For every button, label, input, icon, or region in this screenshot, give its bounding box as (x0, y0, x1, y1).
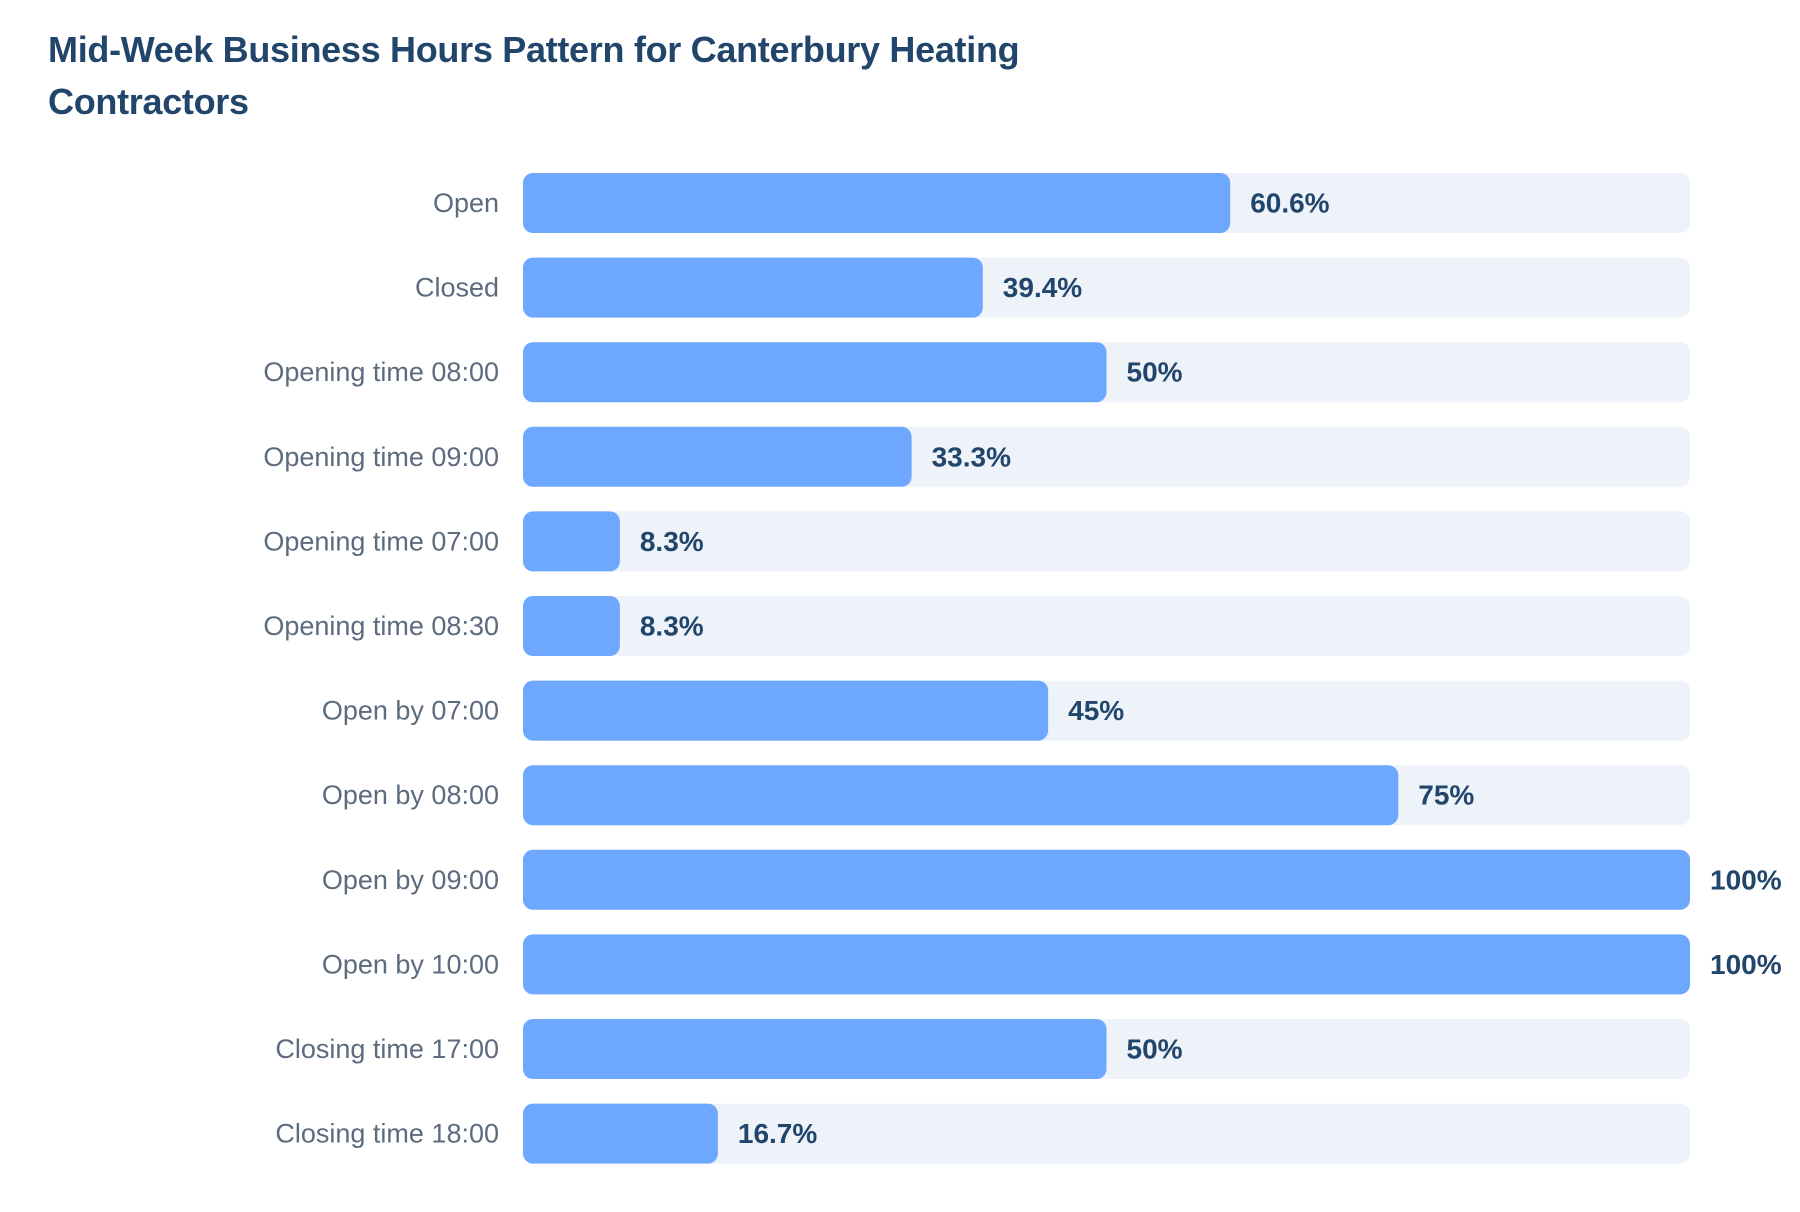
value-label: 8.3% (640, 611, 704, 642)
value-label: 8.3% (640, 526, 704, 557)
bar (523, 1019, 1107, 1079)
category-label: Opening time 08:00 (263, 357, 499, 387)
category-label: Closed (415, 273, 499, 303)
value-label: 50% (1127, 1034, 1183, 1065)
category-label: Closing time 18:00 (275, 1119, 499, 1149)
bars (523, 173, 1690, 1164)
category-label: Open by 08:00 (322, 780, 499, 810)
bar-tracks (523, 173, 1690, 1164)
value-labels: 60.6% 39.4% 50% 33.3% 8.3% 8.3% 45% 75% 100% 100%… (640, 188, 1782, 1150)
category-label: Opening time 09:00 (263, 442, 499, 472)
bar-track (523, 1103, 1690, 1164)
bar (523, 765, 1399, 826)
category-label: Open (433, 188, 499, 218)
category-label: Open by 10:00 (322, 949, 499, 979)
value-label: 50% (1127, 357, 1183, 388)
category-label: Opening time 08:30 (263, 611, 499, 641)
value-label: 16.7% (738, 1118, 817, 1149)
bar (523, 849, 1690, 910)
category-label: Closing time 17:00 (275, 1034, 499, 1064)
chart-title: Mid-Week Business Hours Pattern for Cant… (48, 29, 1020, 122)
category-label: Opening time 07:00 (263, 526, 499, 556)
category-label: Open by 09:00 (322, 865, 499, 895)
bar (523, 173, 1231, 233)
value-label: 60.6% (1250, 188, 1329, 219)
bar (523, 511, 620, 572)
value-label: 45% (1068, 695, 1124, 726)
category-labels: Open Closed Opening time 08:00 Opening time… (263, 188, 499, 1149)
bar (523, 680, 1049, 741)
bar-track (523, 511, 1690, 572)
bar (523, 257, 983, 318)
value-label: 33.3% (932, 441, 1011, 472)
bar (523, 934, 1690, 995)
value-label: 75% (1418, 780, 1474, 811)
value-label: 39.4% (1003, 272, 1082, 303)
value-label: 100% (1710, 949, 1782, 980)
value-label: 100% (1710, 864, 1782, 895)
category-label: Open by 07:00 (322, 696, 499, 726)
bar (523, 596, 620, 656)
bar (523, 426, 912, 487)
bar (523, 1103, 718, 1164)
bar-track (523, 596, 1690, 656)
bar (523, 342, 1107, 403)
